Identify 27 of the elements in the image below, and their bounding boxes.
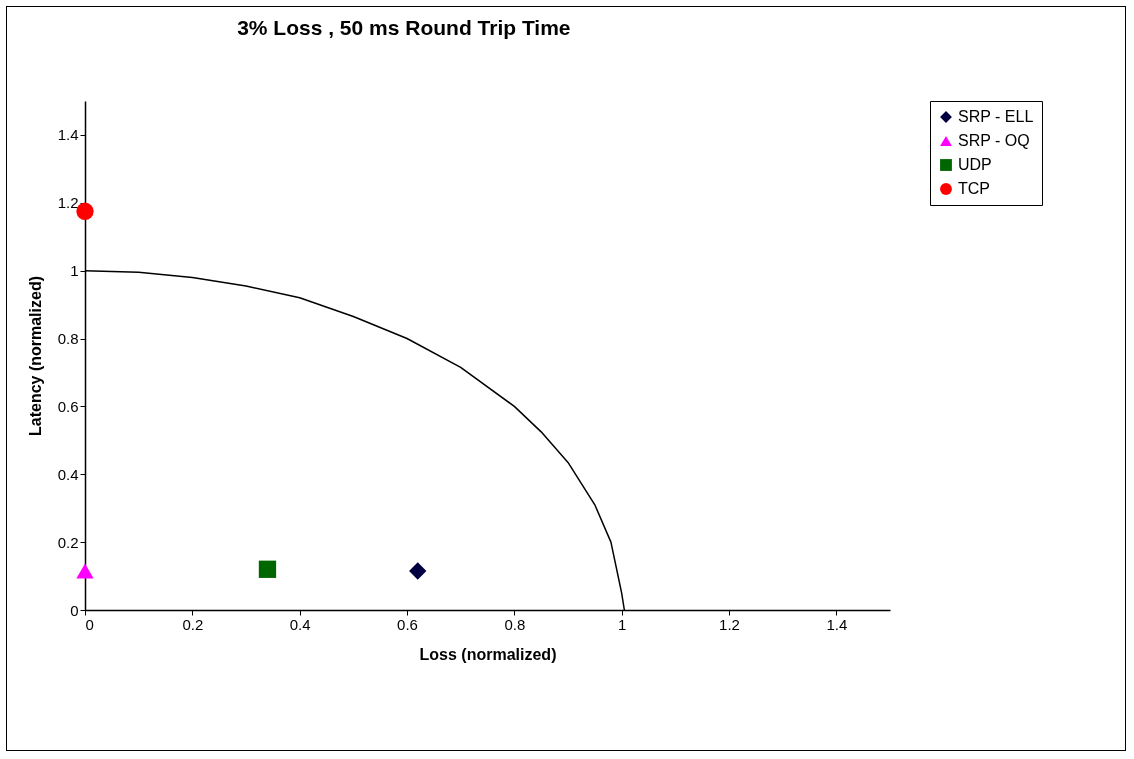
y-tick-label: 1.4 [57, 126, 79, 144]
chart-title: 3% Loss , 50 ms Round Trip Time [237, 15, 571, 39]
legend-label: SRP - OQ [958, 132, 1030, 149]
x-tick-label: 0.8 [504, 615, 526, 633]
y-axis-title: Latency (normalized) [26, 275, 44, 437]
y-tick-label: 1 [70, 262, 79, 280]
legend-label: TCP [958, 180, 990, 197]
x-tick-label: 0 [85, 615, 94, 633]
point [76, 563, 94, 579]
x-tick-label: 1 [617, 615, 627, 633]
point [409, 562, 427, 580]
point [76, 202, 94, 220]
y-tick-label: 0.8 [57, 330, 79, 348]
y-tick-label: 0.4 [57, 465, 79, 483]
x-tick-label: 0.4 [289, 615, 311, 633]
x-axis-title: Loss (normalized) [419, 645, 557, 663]
point [258, 560, 277, 578]
y-tick-label: 1.2 [57, 194, 79, 212]
legend-label: UDP [958, 156, 992, 173]
y-tick-label: 0.6 [57, 397, 79, 415]
y-tick-label: 0 [70, 601, 79, 619]
legend-label: SRP - ELL [958, 108, 1034, 125]
x-tick-label: 0.6 [397, 615, 418, 633]
x-tick-label: 1.2 [719, 615, 740, 633]
x-tick-label: 1.4 [826, 615, 848, 633]
y-tick-label: 0.2 [57, 533, 79, 551]
x-tick-label: 0.2 [182, 615, 204, 633]
